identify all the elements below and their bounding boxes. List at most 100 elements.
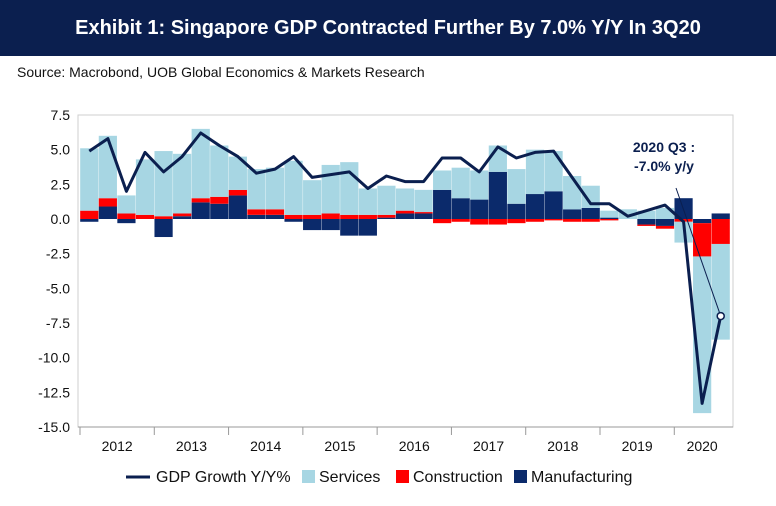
bar-manufacturing <box>637 219 656 225</box>
bar-manufacturing <box>525 194 545 219</box>
gdp-chart: 7.55.02.50.0-2.5-5.0-7.5-10.0-12.5-15.0 … <box>38 107 734 486</box>
bar-manufacturing <box>488 171 507 219</box>
chart-title: Exhibit 1: Singapore GDP Contracted Furt… <box>75 16 701 39</box>
bar-construction <box>135 214 155 219</box>
bar-manufacturing <box>711 213 730 219</box>
bar-construction <box>210 196 229 204</box>
bar-manufacturing <box>433 189 452 219</box>
bar-services <box>433 170 452 190</box>
bar-services <box>247 169 266 210</box>
bar-manufacturing <box>600 217 619 219</box>
bar-construction <box>414 212 433 214</box>
bar-manufacturing <box>581 207 600 219</box>
annotation-line-2: -7.0% y/y <box>634 158 694 174</box>
bar-manufacturing <box>210 203 229 219</box>
bar-manufacturing <box>470 199 489 219</box>
bar-construction <box>154 216 173 219</box>
chart-title-banner: Exhibit 1: Singapore GDP Contracted Furt… <box>0 0 776 56</box>
bar-construction <box>173 213 192 217</box>
bar-manufacturing <box>563 209 582 219</box>
bar-services <box>563 176 582 210</box>
bar-services <box>173 153 192 214</box>
bar-manufacturing <box>284 219 303 222</box>
y-tick-label: -2.5 <box>46 246 70 262</box>
x-tick-label: 2014 <box>250 438 281 454</box>
bar-services <box>544 151 563 192</box>
bar-services <box>395 188 415 211</box>
line-layer <box>88 131 723 405</box>
x-tick-label: 2015 <box>324 438 355 454</box>
bar-manufacturing <box>191 202 210 219</box>
bar-services <box>600 210 619 218</box>
bar-construction <box>377 214 396 218</box>
bar-services <box>265 167 285 210</box>
bar-services <box>655 207 675 219</box>
bar-construction <box>600 219 619 221</box>
y-tick-label: -10.0 <box>38 350 70 366</box>
bar-services <box>117 195 136 214</box>
bar-construction <box>395 210 415 214</box>
bar-manufacturing <box>414 213 433 219</box>
bar-manufacturing <box>98 206 117 219</box>
bar-services <box>470 170 489 200</box>
bar-manufacturing <box>321 219 340 231</box>
bar-manufacturing <box>265 214 285 219</box>
bar-construction <box>284 214 303 219</box>
bar-services <box>154 151 173 217</box>
bar-manufacturing <box>228 195 247 219</box>
y-tick-label: 2.5 <box>51 176 71 192</box>
annotation-line-1: 2020 Q3 : <box>633 139 695 155</box>
y-tick-label: -15.0 <box>38 419 70 435</box>
legend-swatch-services <box>302 470 315 483</box>
y-tick-label: 5.0 <box>51 142 71 158</box>
bar-construction <box>544 219 563 221</box>
bar-construction <box>340 214 359 219</box>
bar-services <box>228 156 247 190</box>
legend-label: Services <box>319 469 380 486</box>
bar-manufacturing <box>340 219 359 236</box>
bar-services <box>507 169 526 204</box>
bar-construction <box>581 219 600 222</box>
bar-services <box>451 167 470 199</box>
bar-services <box>377 185 396 215</box>
bar-manufacturing <box>451 198 470 219</box>
bar-construction <box>321 213 340 219</box>
x-tick-label: 2019 <box>622 438 653 454</box>
bar-services <box>340 162 359 215</box>
bar-services <box>321 164 340 214</box>
bar-services <box>135 159 155 215</box>
bar-construction <box>655 225 675 229</box>
bar-construction <box>358 214 377 219</box>
legend-label: Manufacturing <box>531 469 632 486</box>
legend: GDP Growth Y/Y% Services Construction Manuf… <box>126 469 632 486</box>
bar-manufacturing <box>693 219 712 224</box>
bar-manufacturing <box>655 219 675 226</box>
gdp-growth-line <box>88 131 723 405</box>
x-tick-label: 2012 <box>102 438 133 454</box>
legend-swatch-construction <box>396 470 409 483</box>
annotation-arrow <box>675 187 722 317</box>
x-tick-label: 2017 <box>473 438 504 454</box>
bar-services <box>80 148 99 211</box>
bar-construction <box>191 198 210 203</box>
annotation-marker <box>716 311 725 321</box>
bar-services <box>525 149 545 195</box>
bars-layer <box>80 128 730 414</box>
bar-manufacturing <box>395 213 415 219</box>
y-tick-label: 7.5 <box>51 107 71 123</box>
bar-construction <box>80 210 99 219</box>
bar-services <box>414 189 433 213</box>
bar-construction <box>693 223 712 257</box>
bar-manufacturing <box>544 191 563 219</box>
bar-manufacturing <box>117 219 136 224</box>
bar-services <box>358 188 377 215</box>
annotation-layer: 2020 Q3 : -7.0% y/y <box>633 139 725 321</box>
legend-label: GDP Growth Y/Y% <box>156 469 291 486</box>
x-tick-label: 2018 <box>547 438 578 454</box>
bar-construction <box>507 219 526 224</box>
bar-manufacturing <box>358 219 377 236</box>
bar-manufacturing <box>247 214 266 219</box>
bar-construction <box>488 219 507 225</box>
bar-construction <box>247 209 266 215</box>
bar-construction <box>265 209 285 215</box>
